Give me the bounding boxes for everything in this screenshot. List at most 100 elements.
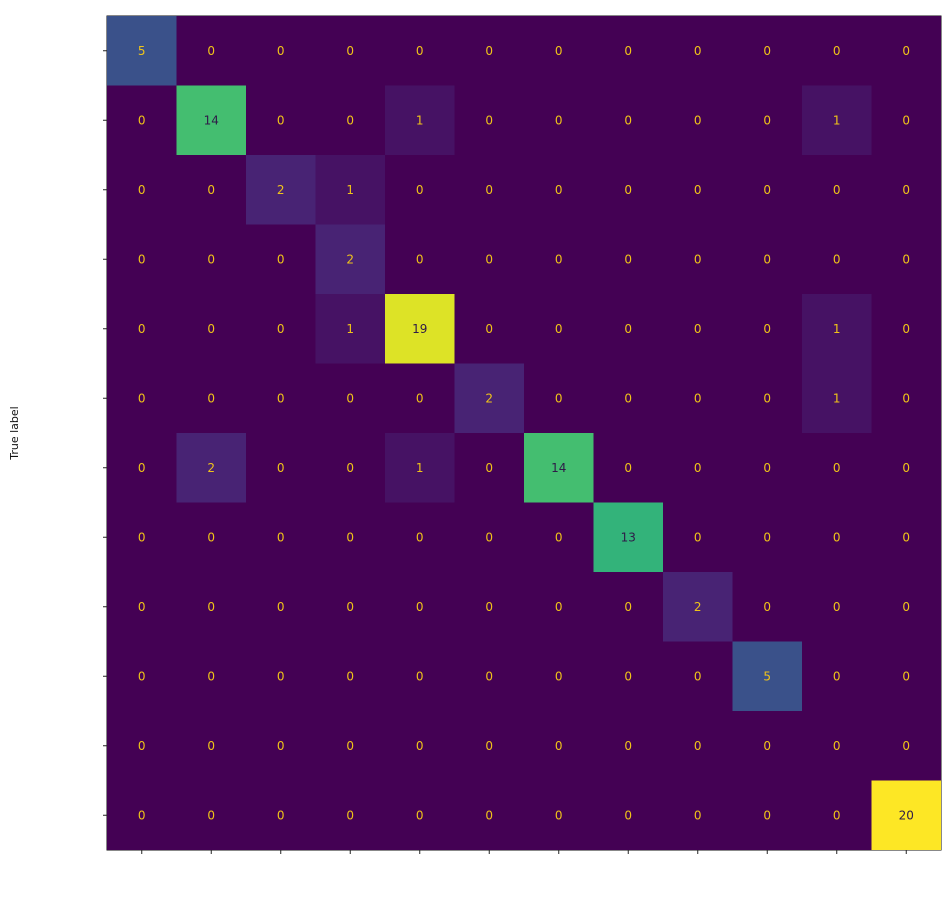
matrix-value-r1-c1: 14: [204, 113, 219, 127]
matrix-value-r5-c10: 1: [833, 391, 841, 405]
matrix-cell-r9-c0: [107, 641, 177, 711]
matrix-value-r3-c5: 0: [485, 252, 493, 266]
matrix-cell-r5-c1: [176, 363, 246, 433]
matrix-value-r9-c5: 0: [485, 669, 493, 683]
matrix-cells: [106, 15, 942, 851]
matrix-value-r7-c3: 0: [346, 530, 354, 544]
matrix-value-r6-c1: 2: [207, 461, 215, 475]
matrix-cell-r6-c7: [593, 433, 663, 503]
matrix-cell-r1-c11: [871, 85, 941, 155]
matrix-value-r2-c7: 0: [624, 183, 632, 197]
matrix-value-r3-c7: 0: [624, 252, 632, 266]
matrix-value-r11-c10: 0: [833, 808, 841, 822]
matrix-value-r0-c8: 0: [694, 44, 702, 58]
matrix-value-r10-c6: 0: [555, 739, 563, 753]
matrix-value-r4-c2: 0: [277, 322, 285, 336]
matrix-cell-r10-c10: [802, 711, 872, 781]
matrix-value-r7-c11: 0: [902, 530, 910, 544]
matrix-cell-r10-c9: [732, 711, 802, 781]
matrix-cell-r5-c11: [871, 363, 941, 433]
matrix-value-r8-c0: 0: [138, 600, 146, 614]
matrix-cell-r0-c0: [107, 16, 177, 86]
matrix-value-r7-c0: 0: [138, 530, 146, 544]
matrix-cell-r1-c9: [732, 85, 802, 155]
matrix-value-r11-c9: 0: [763, 808, 771, 822]
matrix-value-r9-c11: 0: [902, 669, 910, 683]
matrix-value-r3-c4: 0: [416, 252, 424, 266]
matrix-cell-r2-c0: [107, 155, 177, 225]
matrix-value-r5-c7: 0: [624, 391, 632, 405]
matrix-cell-r2-c9: [732, 155, 802, 225]
matrix-value-r10-c7: 0: [624, 739, 632, 753]
matrix-cell-r6-c9: [732, 433, 802, 503]
matrix-cell-r6-c2: [246, 433, 316, 503]
matrix-cell-r8-c7: [593, 572, 663, 642]
matrix-cell-r2-c11: [871, 155, 941, 225]
matrix-cell-r6-c1: [176, 433, 246, 503]
matrix-cell-r7-c5: [454, 502, 524, 572]
matrix-cell-r9-c7: [593, 641, 663, 711]
matrix-value-r3-c2: 0: [277, 252, 285, 266]
matrix-value-r1-c0: 0: [138, 113, 146, 127]
matrix-value-r9-c0: 0: [138, 669, 146, 683]
matrix-value-r3-c9: 0: [763, 252, 771, 266]
matrix-cell-r8-c10: [802, 572, 872, 642]
matrix-value-r1-c3: 0: [346, 113, 354, 127]
matrix-cell-r3-c11: [871, 224, 941, 294]
matrix-cell-r4-c7: [593, 294, 663, 364]
matrix-cell-r11-c4: [385, 780, 455, 850]
matrix-value-r11-c2: 0: [277, 808, 285, 822]
matrix-value-r4-c9: 0: [763, 322, 771, 336]
matrix-value-r11-c7: 0: [624, 808, 632, 822]
matrix-value-r10-c4: 0: [416, 739, 424, 753]
matrix-value-r9-c2: 0: [277, 669, 285, 683]
matrix-cell-r10-c4: [385, 711, 455, 781]
matrix-value-r1-c10: 1: [833, 113, 841, 127]
matrix-value-r9-c1: 0: [207, 669, 215, 683]
matrix-cell-r1-c2: [246, 85, 316, 155]
matrix-cell-r6-c6: [524, 433, 594, 503]
matrix-cell-r7-c6: [524, 502, 594, 572]
matrix-cell-r1-c8: [663, 85, 733, 155]
matrix-value-r8-c2: 0: [277, 600, 285, 614]
matrix-cell-r2-c3: [315, 155, 385, 225]
matrix-cell-r4-c8: [663, 294, 733, 364]
matrix-value-r0-c10: 0: [833, 44, 841, 58]
matrix-value-r2-c2: 2: [277, 183, 285, 197]
matrix-cell-r8-c8: [663, 572, 733, 642]
matrix-value-r9-c7: 0: [624, 669, 632, 683]
matrix-cell-r3-c4: [385, 224, 455, 294]
matrix-value-r0-c3: 0: [346, 44, 354, 58]
matrix-cell-r9-c11: [871, 641, 941, 711]
matrix-cell-r2-c10: [802, 155, 872, 225]
matrix-cell-r5-c10: [802, 363, 872, 433]
matrix-value-r1-c6: 0: [555, 113, 563, 127]
matrix-value-r0-c5: 0: [485, 44, 493, 58]
matrix-cell-r7-c4: [385, 502, 455, 572]
matrix-cell-r9-c6: [524, 641, 594, 711]
matrix-cell-r3-c9: [732, 224, 802, 294]
matrix-value-r7-c6: 0: [555, 530, 563, 544]
matrix-value-r3-c8: 0: [694, 252, 702, 266]
matrix-value-r8-c3: 0: [346, 600, 354, 614]
matrix-value-r0-c2: 0: [277, 44, 285, 58]
matrix-cell-r1-c7: [593, 85, 663, 155]
matrix-value-r0-c7: 0: [624, 44, 632, 58]
matrix-cell-r1-c0: [107, 85, 177, 155]
matrix-value-r7-c9: 0: [763, 530, 771, 544]
matrix-cell-r4-c10: [802, 294, 872, 364]
matrix-values: 5 0 0 0 0 0 0 0 0 0 0 0 0 14 0 0 1 0 0 0 0 0 1 0 0 0 2 1 0 0 0 0 0 0 0 0 0 0 0…: [138, 44, 914, 823]
matrix-cell-r6-c0: [107, 433, 177, 503]
matrix-value-r3-c3: 2: [346, 252, 354, 266]
matrix-value-r11-c4: 0: [416, 808, 424, 822]
matrix-value-r6-c10: 0: [833, 461, 841, 475]
matrix-value-r2-c11: 0: [902, 183, 910, 197]
matrix-value-r10-c1: 0: [207, 739, 215, 753]
matrix-cell-r9-c1: [176, 641, 246, 711]
matrix-value-r4-c11: 0: [902, 322, 910, 336]
matrix-cell-r4-c4: [385, 294, 455, 364]
matrix-value-r1-c11: 0: [902, 113, 910, 127]
matrix-value-r10-c9: 0: [763, 739, 771, 753]
matrix-cell-r7-c2: [246, 502, 316, 572]
